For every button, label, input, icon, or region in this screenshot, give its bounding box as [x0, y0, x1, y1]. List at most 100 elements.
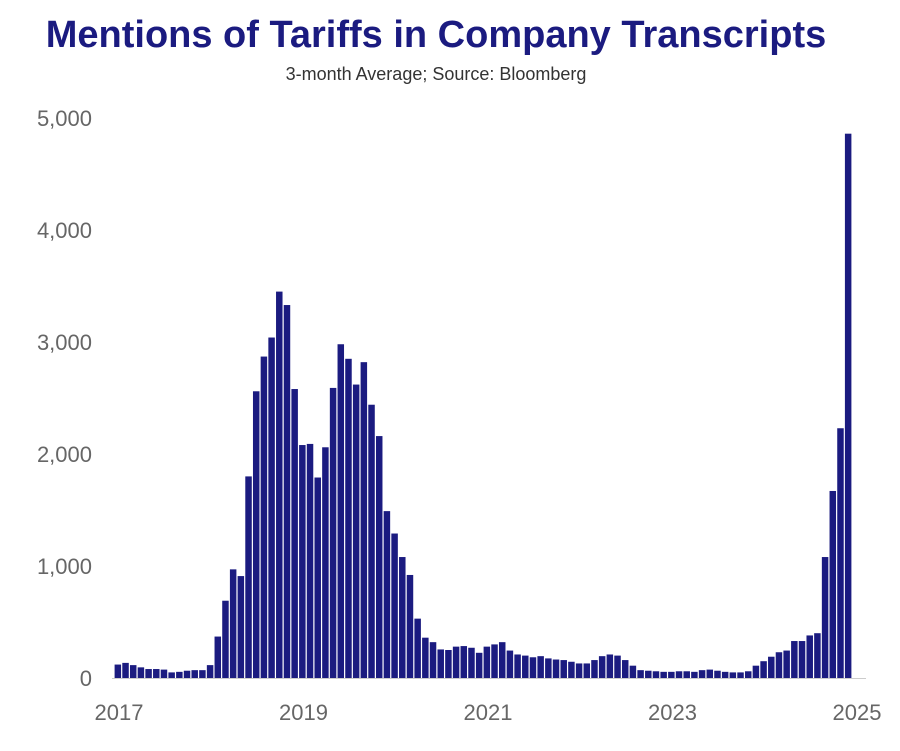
- bar: [306, 443, 314, 678]
- bar: [229, 569, 237, 678]
- bar: [837, 428, 844, 678]
- bar: [560, 660, 567, 678]
- bar: [137, 667, 145, 678]
- bar: [598, 656, 606, 678]
- bar: [721, 671, 729, 678]
- bar: [153, 669, 160, 678]
- bar: [844, 133, 852, 678]
- bar: [345, 358, 352, 678]
- bar: [737, 672, 744, 678]
- bar: [552, 659, 560, 678]
- bar: [206, 665, 214, 678]
- bar: [752, 665, 760, 678]
- bar: [591, 660, 598, 678]
- bar: [145, 669, 152, 678]
- bar: [744, 671, 752, 678]
- bar: [122, 662, 129, 678]
- bar: [276, 291, 283, 678]
- bar: [114, 664, 122, 678]
- bar: [129, 665, 137, 678]
- bar: [322, 447, 329, 678]
- bar: [491, 644, 498, 678]
- x-axis: 2017 2019 2021 2023 2025: [95, 700, 882, 725]
- bar-series: [114, 133, 852, 678]
- y-axis: 0 1,000 2,000 3,000 4,000 5,000: [37, 106, 92, 691]
- bar: [698, 670, 706, 678]
- bar: [629, 665, 637, 678]
- bar: [368, 404, 375, 678]
- bar: [183, 670, 191, 678]
- bar: [406, 574, 414, 678]
- bar: [375, 436, 383, 678]
- bar: [445, 650, 452, 678]
- bar: [160, 669, 168, 678]
- bar: [237, 576, 245, 678]
- bar: [337, 344, 345, 678]
- bar: [468, 647, 475, 678]
- bar: [775, 652, 783, 678]
- bar: [452, 646, 460, 678]
- y-tick-label: 2,000: [37, 442, 92, 467]
- x-tick-label: 2025: [833, 700, 882, 725]
- bar: [399, 557, 406, 678]
- bar: [821, 557, 829, 678]
- bar: [199, 670, 206, 678]
- bar: [522, 655, 529, 678]
- x-tick-label: 2017: [95, 700, 144, 725]
- bar: [637, 670, 644, 678]
- bar: [537, 656, 544, 678]
- bar: [668, 671, 675, 678]
- bar: [422, 637, 429, 678]
- bar: [829, 490, 837, 678]
- bar: [545, 658, 552, 678]
- bar: [714, 670, 721, 678]
- bar: [621, 660, 629, 678]
- bar: [475, 652, 483, 678]
- bar: [299, 445, 306, 678]
- bar: [176, 671, 183, 678]
- bar: [783, 650, 790, 678]
- bar: [168, 672, 175, 678]
- y-tick-label: 5,000: [37, 106, 92, 131]
- bar: [652, 671, 660, 678]
- bar: [268, 337, 275, 678]
- y-tick-label: 3,000: [37, 330, 92, 355]
- bar: [575, 663, 583, 678]
- bar: [645, 670, 652, 678]
- bar: [691, 671, 698, 678]
- bar: [260, 356, 268, 678]
- bar: [791, 641, 798, 678]
- bar: [252, 391, 260, 678]
- bar: [660, 671, 667, 678]
- y-tick-label: 4,000: [37, 218, 92, 243]
- y-tick-label: 1,000: [37, 554, 92, 579]
- bar: [568, 661, 575, 678]
- bar: [245, 476, 252, 678]
- bar: [383, 511, 391, 678]
- bar: [606, 654, 614, 678]
- x-tick-label: 2019: [279, 700, 328, 725]
- chart-subtitle: 3-month Average; Source: Bloomberg: [285, 64, 587, 84]
- bar: [352, 384, 360, 678]
- bar: [191, 670, 198, 678]
- bar: [222, 600, 229, 678]
- bar: [414, 618, 421, 678]
- bar: [760, 661, 767, 678]
- bar: [391, 533, 398, 678]
- bar: [329, 387, 337, 678]
- x-tick-label: 2021: [464, 700, 513, 725]
- bar: [283, 305, 291, 678]
- bar: [437, 649, 444, 678]
- bar: [675, 671, 683, 678]
- bar: [798, 641, 806, 678]
- bar: [706, 669, 714, 678]
- bar: [514, 654, 521, 678]
- chart-title: Mentions of Tariffs in Company Transcrip…: [45, 14, 827, 56]
- bar: [814, 633, 821, 678]
- bar: [768, 656, 775, 678]
- y-tick-label: 0: [80, 666, 92, 691]
- bar: [498, 642, 506, 678]
- bar: [506, 650, 514, 678]
- bar: [314, 477, 321, 678]
